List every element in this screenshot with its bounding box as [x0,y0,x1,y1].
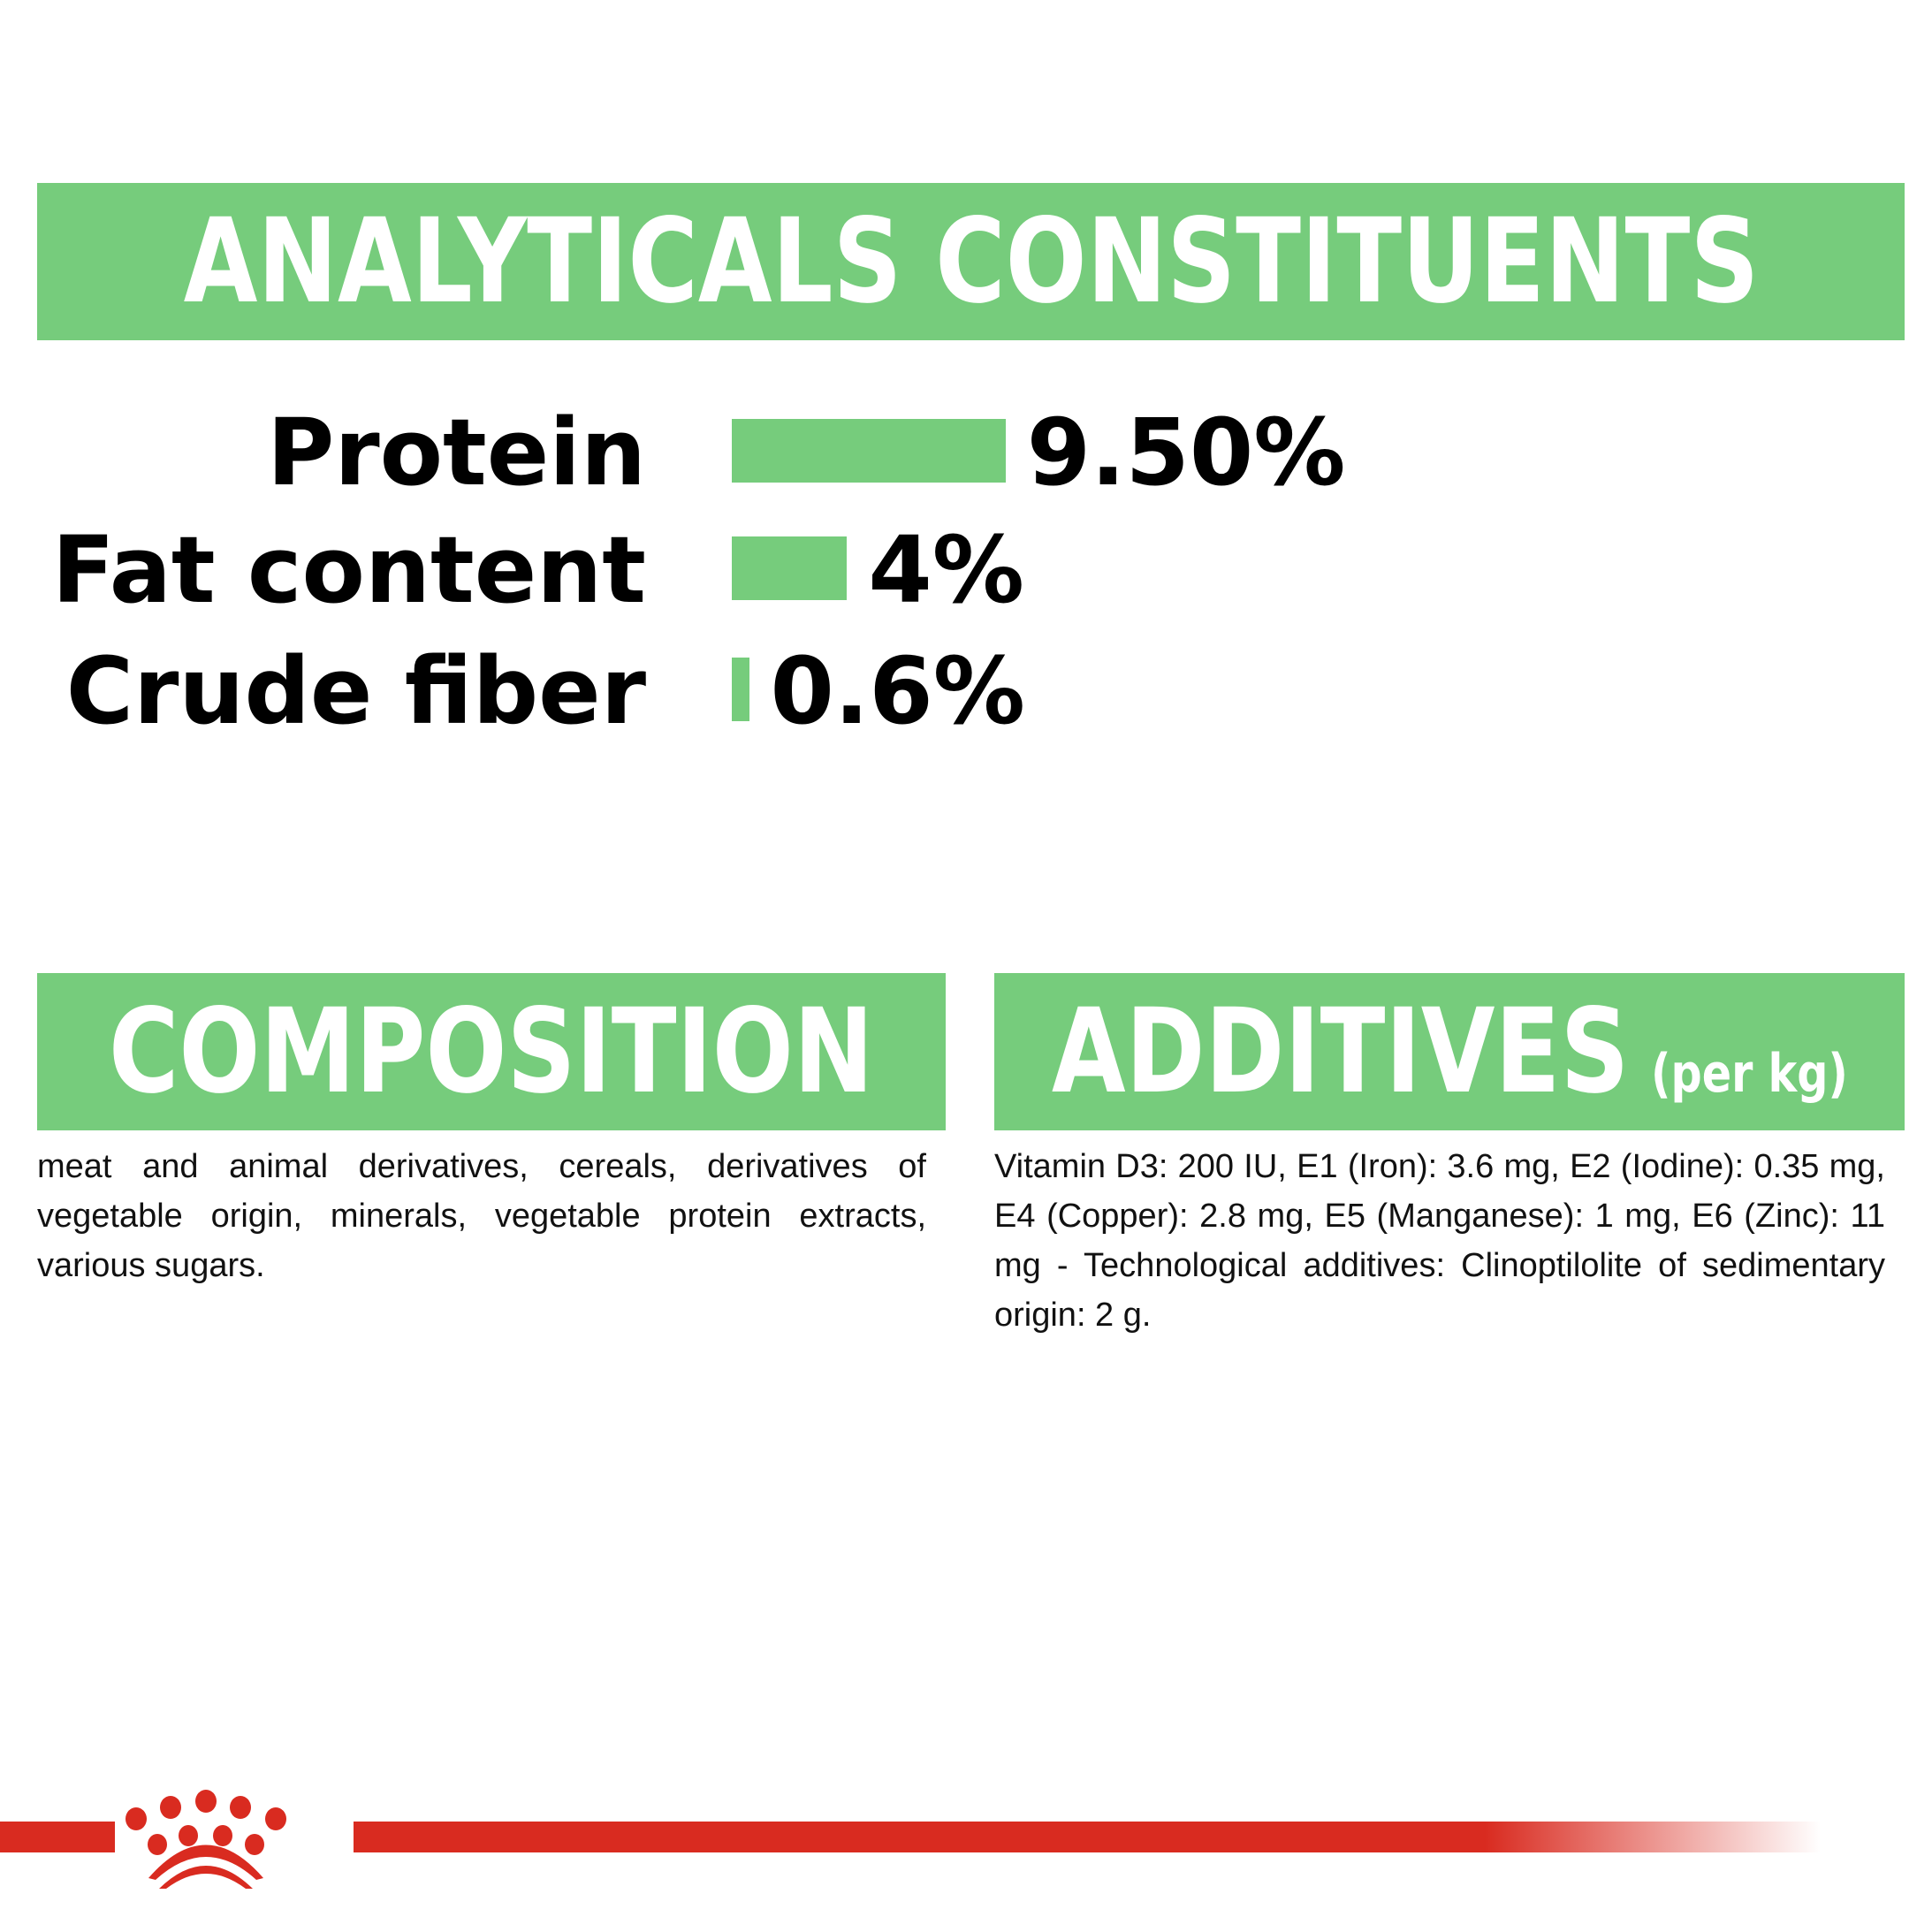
nutrient-value: 0.6% [770,637,1025,745]
section-title: ADDITIVES (per kg) [1051,984,1848,1120]
nutrient-label: Protein [267,399,646,506]
nutrient-label: Fat content [51,516,646,624]
analytics-row: Fat content 4% [0,516,1932,624]
section-title: ANALYTICALS CONSTITUENTS [183,194,1759,330]
analytics-row: Crude fiber 0.6% [0,637,1932,745]
composition-text: meat and animal derivatives, cereals, de… [37,1148,926,1284]
nutrient-label: Crude fiber [65,637,646,745]
section-subtitle: (per kg) [1650,1043,1848,1105]
analytics-row: Protein 9.50% [0,399,1932,506]
section-title: COMPOSITION [109,984,874,1120]
nutrient-bar [732,658,749,721]
nutrient-value: 9.50% [1026,399,1346,506]
nutrient-bar [732,419,1006,483]
nutrient-bar [732,536,848,600]
additives-text: Vitamin D3: 200 IU, E1 (Iron): 3.6 mg, E… [994,1148,1885,1334]
additives-header: ADDITIVES (per kg) [994,973,1905,1130]
composition-header: COMPOSITION [37,973,946,1130]
nutrient-value: 4% [868,516,1024,624]
analytical-constituents-header: ANALYTICALS CONSTITUENTS [37,183,1905,340]
royal-canin-crown-logo-icon [115,1772,354,1891]
